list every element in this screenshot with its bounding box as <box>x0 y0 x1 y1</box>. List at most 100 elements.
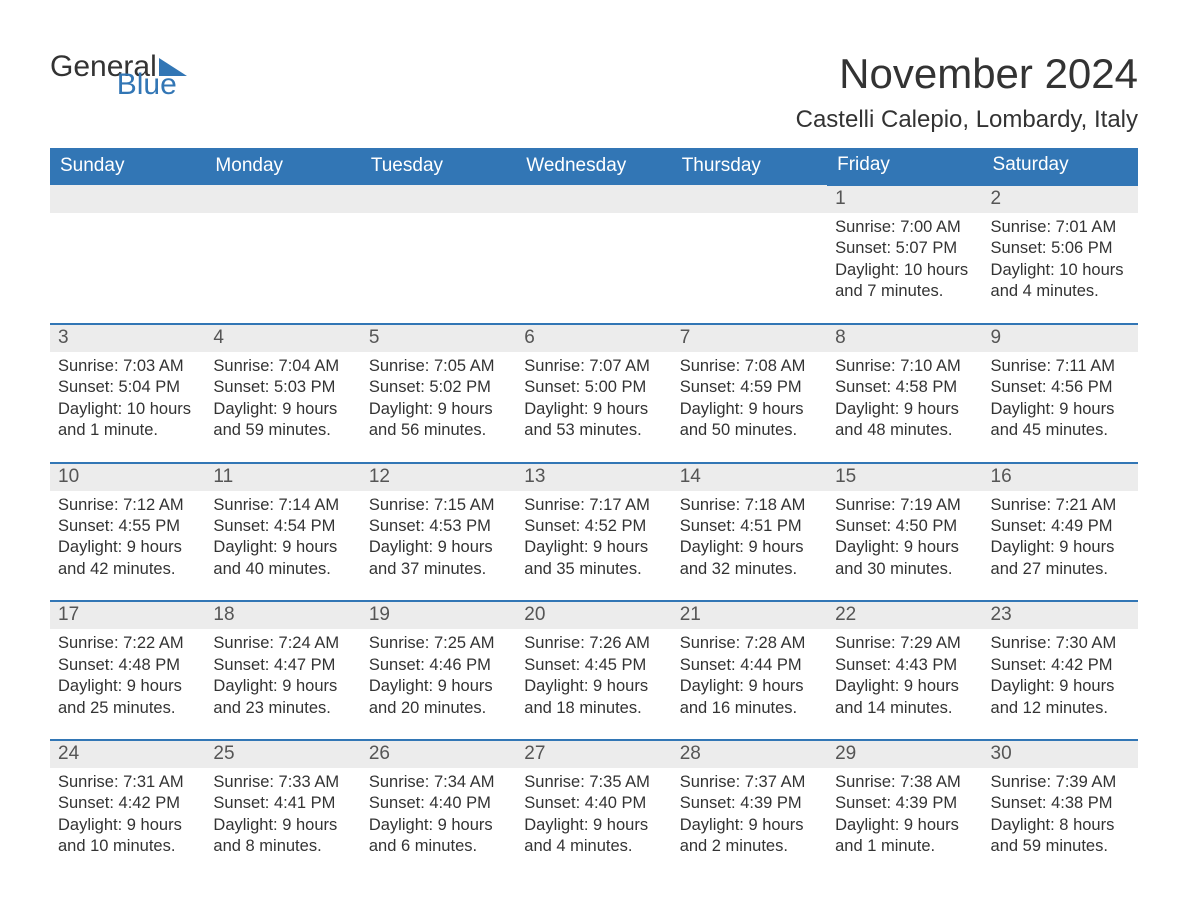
brand-logo: General Blue <box>50 50 245 84</box>
day-dl2: and 56 minutes. <box>369 420 508 441</box>
day-number-cell: 29 <box>827 740 982 768</box>
day-dl2: and 40 minutes. <box>213 559 352 580</box>
day-number-cell: 16 <box>983 463 1138 491</box>
day-sunset: Sunset: 5:07 PM <box>835 238 974 259</box>
day-dl1: Daylight: 9 hours <box>524 537 663 558</box>
day-dl1: Daylight: 10 hours <box>835 260 974 281</box>
day-sunrise: Sunrise: 7:22 AM <box>58 633 197 654</box>
day-number-cell: 5 <box>361 324 516 352</box>
day-sunrise: Sunrise: 7:17 AM <box>524 495 663 516</box>
day-sunset: Sunset: 4:44 PM <box>680 655 819 676</box>
day-number-cell: 7 <box>672 324 827 352</box>
day-body-cell: Sunrise: 7:39 AMSunset: 4:38 PMDaylight:… <box>983 768 1138 878</box>
day-dl2: and 14 minutes. <box>835 698 974 719</box>
day-dl1: Daylight: 9 hours <box>369 815 508 836</box>
page-title: November 2024 <box>839 50 1138 98</box>
day-body-cell: Sunrise: 7:19 AMSunset: 4:50 PMDaylight:… <box>827 491 982 602</box>
day-dl2: and 53 minutes. <box>524 420 663 441</box>
week-row: Sunrise: 7:00 AMSunset: 5:07 PMDaylight:… <box>50 213 1138 324</box>
week-row: Sunrise: 7:31 AMSunset: 4:42 PMDaylight:… <box>50 768 1138 878</box>
day-number-cell: 15 <box>827 463 982 491</box>
day-sunset: Sunset: 4:51 PM <box>680 516 819 537</box>
day-dl1: Daylight: 9 hours <box>991 399 1130 420</box>
day-dl2: and 4 minutes. <box>524 836 663 857</box>
day-number-cell: 30 <box>983 740 1138 768</box>
day-dl1: Daylight: 9 hours <box>835 676 974 697</box>
week-row: Sunrise: 7:03 AMSunset: 5:04 PMDaylight:… <box>50 352 1138 463</box>
day-dl2: and 35 minutes. <box>524 559 663 580</box>
day-body-cell: Sunrise: 7:29 AMSunset: 4:43 PMDaylight:… <box>827 629 982 740</box>
day-dl2: and 12 minutes. <box>991 698 1130 719</box>
day-body-cell: Sunrise: 7:25 AMSunset: 4:46 PMDaylight:… <box>361 629 516 740</box>
day-sunset: Sunset: 4:45 PM <box>524 655 663 676</box>
day-sunset: Sunset: 4:58 PM <box>835 377 974 398</box>
day-body-cell: Sunrise: 7:05 AMSunset: 5:02 PMDaylight:… <box>361 352 516 463</box>
day-body-cell: Sunrise: 7:08 AMSunset: 4:59 PMDaylight:… <box>672 352 827 463</box>
day-dl1: Daylight: 8 hours <box>991 815 1130 836</box>
day-body-cell: Sunrise: 7:28 AMSunset: 4:44 PMDaylight:… <box>672 629 827 740</box>
day-sunset: Sunset: 5:03 PM <box>213 377 352 398</box>
day-number-cell: 2 <box>983 185 1138 213</box>
day-dl2: and 30 minutes. <box>835 559 974 580</box>
day-dl1: Daylight: 9 hours <box>369 676 508 697</box>
day-number-cell: 26 <box>361 740 516 768</box>
day-body-cell: Sunrise: 7:00 AMSunset: 5:07 PMDaylight:… <box>827 213 982 324</box>
day-dl1: Daylight: 9 hours <box>213 399 352 420</box>
day-body-cell: Sunrise: 7:26 AMSunset: 4:45 PMDaylight:… <box>516 629 671 740</box>
day-number-cell: 3 <box>50 324 205 352</box>
day-sunrise: Sunrise: 7:18 AM <box>680 495 819 516</box>
day-sunset: Sunset: 4:42 PM <box>991 655 1130 676</box>
col-wednesday: Wednesday <box>516 148 671 185</box>
day-body-cell: Sunrise: 7:21 AMSunset: 4:49 PMDaylight:… <box>983 491 1138 602</box>
brand-part2: Blue <box>117 68 177 102</box>
day-dl1: Daylight: 9 hours <box>680 815 819 836</box>
day-sunset: Sunset: 4:39 PM <box>835 793 974 814</box>
day-dl2: and 42 minutes. <box>58 559 197 580</box>
day-sunrise: Sunrise: 7:34 AM <box>369 772 508 793</box>
day-sunrise: Sunrise: 7:11 AM <box>991 356 1130 377</box>
day-sunrise: Sunrise: 7:05 AM <box>369 356 508 377</box>
day-sunset: Sunset: 4:38 PM <box>991 793 1130 814</box>
day-dl1: Daylight: 9 hours <box>369 537 508 558</box>
day-dl2: and 1 minute. <box>835 836 974 857</box>
day-body-cell: Sunrise: 7:30 AMSunset: 4:42 PMDaylight:… <box>983 629 1138 740</box>
day-sunrise: Sunrise: 7:07 AM <box>524 356 663 377</box>
day-sunset: Sunset: 4:40 PM <box>369 793 508 814</box>
day-sunrise: Sunrise: 7:01 AM <box>991 217 1130 238</box>
day-dl1: Daylight: 10 hours <box>58 399 197 420</box>
col-monday: Monday <box>205 148 360 185</box>
day-sunset: Sunset: 4:52 PM <box>524 516 663 537</box>
day-body-cell: Sunrise: 7:12 AMSunset: 4:55 PMDaylight:… <box>50 491 205 602</box>
daynum-row: 17181920212223 <box>50 601 1138 629</box>
day-body-cell: Sunrise: 7:14 AMSunset: 4:54 PMDaylight:… <box>205 491 360 602</box>
day-body-cell: Sunrise: 7:24 AMSunset: 4:47 PMDaylight:… <box>205 629 360 740</box>
day-number-cell: 19 <box>361 601 516 629</box>
day-dl1: Daylight: 9 hours <box>213 676 352 697</box>
day-body-cell: Sunrise: 7:31 AMSunset: 4:42 PMDaylight:… <box>50 768 205 878</box>
day-dl1: Daylight: 9 hours <box>58 815 197 836</box>
day-dl2: and 16 minutes. <box>680 698 819 719</box>
day-body-cell: Sunrise: 7:07 AMSunset: 5:00 PMDaylight:… <box>516 352 671 463</box>
day-sunset: Sunset: 5:04 PM <box>58 377 197 398</box>
day-dl2: and 1 minute. <box>58 420 197 441</box>
day-sunset: Sunset: 5:00 PM <box>524 377 663 398</box>
day-sunrise: Sunrise: 7:33 AM <box>213 772 352 793</box>
day-sunset: Sunset: 4:40 PM <box>524 793 663 814</box>
day-number-cell: 17 <box>50 601 205 629</box>
day-number-cell: 11 <box>205 463 360 491</box>
day-sunrise: Sunrise: 7:14 AM <box>213 495 352 516</box>
day-sunset: Sunset: 4:50 PM <box>835 516 974 537</box>
day-dl1: Daylight: 9 hours <box>58 537 197 558</box>
day-dl1: Daylight: 9 hours <box>680 537 819 558</box>
day-number-cell: 1 <box>827 185 982 213</box>
day-body-cell: Sunrise: 7:35 AMSunset: 4:40 PMDaylight:… <box>516 768 671 878</box>
day-body-cell <box>516 213 671 324</box>
day-dl1: Daylight: 9 hours <box>991 676 1130 697</box>
day-dl1: Daylight: 9 hours <box>213 815 352 836</box>
day-dl1: Daylight: 9 hours <box>369 399 508 420</box>
day-sunrise: Sunrise: 7:03 AM <box>58 356 197 377</box>
day-dl1: Daylight: 9 hours <box>524 676 663 697</box>
col-thursday: Thursday <box>672 148 827 185</box>
day-dl2: and 8 minutes. <box>213 836 352 857</box>
day-sunrise: Sunrise: 7:10 AM <box>835 356 974 377</box>
